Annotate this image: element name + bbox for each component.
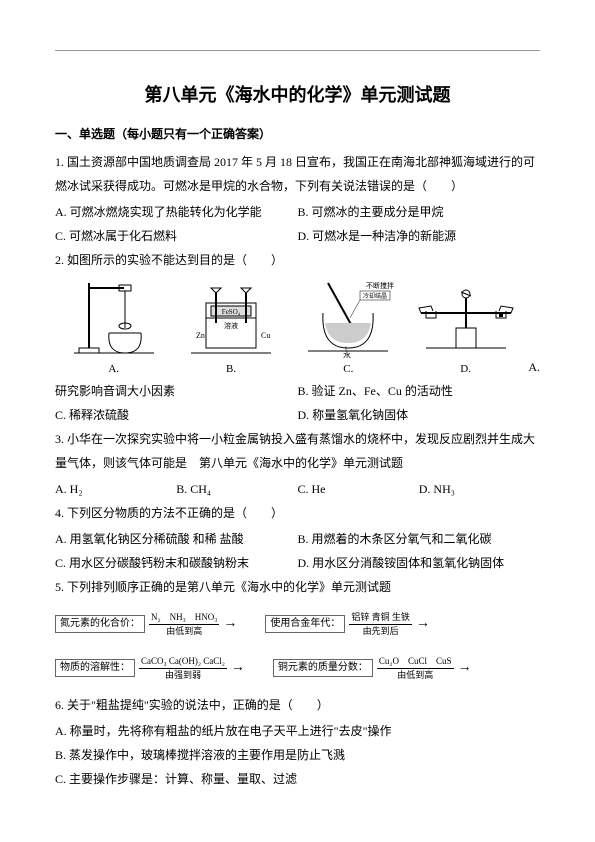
q6-option-a: A. 称量时，先将称有粗盐的纸片放在电子天平上进行"去皮"操作 — [55, 719, 540, 743]
svg-text:Zn: Zn — [196, 331, 205, 340]
q5-frac3-bot: 由强到弱 — [139, 669, 227, 682]
arrow-icon: → — [458, 658, 470, 678]
arrow-icon: → — [223, 614, 235, 634]
diagram-a-label: A. — [55, 363, 172, 375]
q1-option-a: A. 可燃冰燃烧实现了热能转化为化学能 — [55, 200, 298, 224]
svg-text:溶液: 溶液 — [224, 321, 238, 330]
q5-frac1-bot: 由低到高 — [149, 625, 219, 638]
q4-option-b: B. 用燃着的木条区分氧气和二氧化碳 — [298, 527, 541, 551]
q1-option-d: D. 可燃冰是一种洁净的新能源 — [298, 224, 541, 248]
q5-row-2: 物质的溶解性： CaCO₃ Ca(OH)₂ CaCl₂ 由强到弱 → 铜元素的质… — [55, 649, 540, 687]
page-title: 第八单元《海水中的化学》单元测试题 — [55, 81, 540, 107]
q2-caption-b: B. 验证 Zn、Fe、Cu 的活动性 — [298, 379, 541, 403]
svg-text:水: 水 — [343, 350, 351, 358]
question-2: 2. 如图所示的实验不能达到目的是（ ） — [55, 248, 540, 272]
q5-frac1-top: N₂ NH₃ HNO₃ — [149, 611, 219, 625]
q1-option-c: C. 可燃冰属于化石燃料 — [55, 224, 298, 248]
q5-frac3-top: CaCO₃ Ca(OH)₂ CaCl₂ — [139, 655, 227, 669]
question-5: 5. 下列排列顺序正确的是第八单元《海水中的化学》单元测试题 — [55, 575, 540, 599]
diagram-d: D. — [407, 278, 524, 375]
arrow-icon: → — [231, 658, 243, 678]
diagram-a: A. — [55, 278, 172, 375]
q3-option-c: C. He — [298, 477, 419, 501]
diagram-c-label: C. — [290, 363, 407, 375]
q3-option-a: A. H₂ — [55, 477, 176, 501]
question-3: 3. 小华在一次探究实验中将一小粒金属钠投入盛有蒸馏水的烧杯中，发现反应剧烈并生… — [55, 427, 540, 475]
q5-frac4-bot: 由低到高 — [377, 669, 454, 682]
q5-box-4: 铜元素的质量分数： — [273, 659, 373, 677]
question-1: 1. 国土资源部中国地质调查局 2017 年 5 月 18 日宣布，我国正在南海… — [55, 150, 540, 198]
q5-box-1: 氮元素的化合价： — [55, 615, 145, 633]
diagram-b-label: B. — [172, 363, 289, 375]
q2-trailing-a: A. — [524, 360, 540, 375]
diagram-row: A. FeSO₄ 溶液 Zn Cu B. 不断搅拌 — [55, 280, 540, 375]
q2-caption-d: D. 称量氢氧化钠固体 — [298, 403, 541, 427]
diagram-c: 不断搅拌 冷却结晶 水 C. — [290, 278, 407, 375]
q6-option-c: C. 主要操作步骤是：计算、称量、量取、过滤 — [55, 767, 540, 791]
q3-option-d: D. NH₃ — [419, 477, 540, 501]
svg-text:FeSO₄: FeSO₄ — [222, 308, 241, 316]
q5-row-1: 氮元素的化合价： N₂ NH₃ HNO₃ 由低到高 → 使用合金年代： 铝锌 青… — [55, 605, 540, 643]
q5-frac2-top: 铝锌 青铜 生铁 — [349, 611, 412, 625]
svg-text:冷却结晶: 冷却结晶 — [363, 292, 387, 300]
q5-frac4-top: Cu₂O CuCl CuS — [377, 655, 454, 669]
q6-option-b: B. 蒸发操作中，玻璃棒搅拌溶液的主要作用是防止飞溅 — [55, 743, 540, 767]
q5-box-2: 使用合金年代： — [265, 615, 345, 633]
q4-option-d: D. 用水区分消酸铵固体和氢氧化钠固体 — [298, 551, 541, 575]
section-heading: 一、单选题（每小题只有一个正确答案） — [55, 125, 540, 142]
q2-caption-c: C. 稀释浓硫酸 — [55, 403, 298, 427]
diagram-b: FeSO₄ 溶液 Zn Cu B. — [172, 278, 289, 375]
q2-caption-a: 研究影响音调大小因素 — [55, 379, 298, 403]
diagram-d-label: D. — [407, 363, 524, 375]
svg-text:Cu: Cu — [261, 331, 270, 340]
arrow-icon: → — [416, 614, 428, 634]
svg-text:不断搅拌: 不断搅拌 — [366, 281, 394, 290]
q5-frac2-bot: 由先到后 — [349, 625, 412, 638]
q5-box-3: 物质的溶解性： — [55, 659, 135, 677]
q3-option-b: B. CH₄ — [176, 477, 297, 501]
question-4: 4. 下列区分物质的方法不正确的是（ ） — [55, 501, 540, 525]
q4-option-a: A. 用氢氧化钠区分稀硫酸 和稀 盐酸 — [55, 527, 298, 551]
q4-option-c: C. 用水区分碳酸钙粉末和碳酸钠粉末 — [55, 551, 298, 575]
question-6: 6. 关于"粗盐提纯"实验的说法中，正确的是（ ） — [55, 693, 540, 717]
q1-option-b: B. 可燃冰的主要成分是甲烷 — [298, 200, 541, 224]
